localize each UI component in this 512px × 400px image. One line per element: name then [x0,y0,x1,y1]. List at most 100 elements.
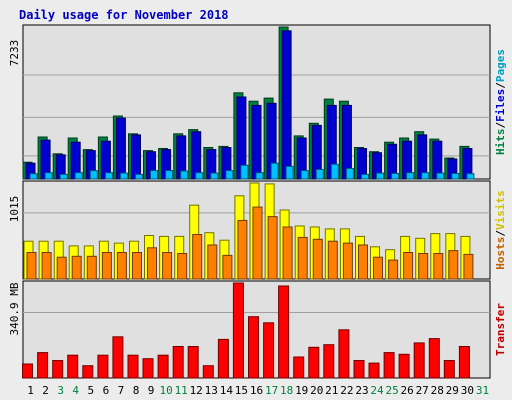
bar-transfer-day-21 [323,344,335,379]
day-label-22: 22 [340,384,353,397]
bar-pages-day-12 [195,172,204,180]
day-label-6: 6 [103,384,110,397]
bar-pages-day-26 [406,172,415,180]
bar-transfer-day-3 [52,360,64,379]
bar-files-day-22 [341,104,352,180]
bar-pages-day-19 [300,170,309,180]
bar-pages-day-10 [165,170,174,180]
bar-files-day-12 [191,131,202,180]
bar-hosts-day-25 [388,259,399,280]
bar-files-day-8 [131,134,141,180]
bar-transfer-day-8 [127,354,139,379]
bar-transfer-day-22 [338,329,350,379]
bar-transfer-day-23 [353,360,365,379]
bar-pages-day-18 [285,165,294,180]
scale-label: 7233 [8,40,21,67]
bar-hosts-day-8 [132,252,142,280]
panel-transfer: 340.9 MB Transfer [8,280,507,379]
bar-pages-day-20 [315,169,324,180]
bar-pages-day-8 [135,173,143,180]
day-label-4: 4 [72,384,79,397]
bar-hosts-day-27 [418,253,429,280]
bar-pages-day-30 [466,173,475,180]
day-label-26: 26 [400,384,413,397]
series-legend: Transfer [494,303,507,356]
day-label-18: 18 [280,384,293,397]
bar-hosts-day-11 [177,253,188,280]
bar-pages-day-7 [119,172,128,180]
bar-pages-day-23 [361,173,369,180]
legend-text: / [494,122,507,129]
bar-hosts-day-1 [26,252,37,280]
bar-hosts-day-29 [448,250,459,280]
day-label-11: 11 [175,384,188,397]
bar-hosts-day-26 [403,252,414,280]
bar-pages-day-22 [345,168,354,180]
bar-hosts-day-24 [373,256,383,280]
legend-text: Visits [494,190,507,230]
bar-hosts-day-12 [192,234,203,280]
bar-transfer-day-29 [443,360,455,379]
bar-hosts-day-18 [282,226,293,280]
legend-text: Hosts [494,237,507,270]
bar-pages-day-25 [391,173,400,180]
bar-pages-day-27 [421,172,430,180]
day-label-28: 28 [431,384,444,397]
bar-pages-day-11 [180,170,189,180]
bar-pages-day-21 [330,163,339,180]
chart-panels: 7233Hits/Files/Pages1015Hosts/Visits340.… [8,24,507,379]
day-label-5: 5 [87,384,94,397]
bar-pages-day-9 [150,170,158,180]
bar-pages-day-3 [59,173,68,180]
bar-hosts-day-21 [327,240,338,280]
panel-visits-hosts: 1015 Hosts/Visits [8,180,507,280]
bar-hosts-day-19 [297,236,308,280]
bar-transfer-day-7 [112,336,124,379]
bar-transfer-day-27 [413,342,425,379]
chart-title: Daily usage for November 2018 [19,8,229,22]
bar-transfer-day-1 [22,363,33,379]
bar-transfer-day-5 [82,365,94,379]
legend-text: / [494,230,507,237]
bar-hosts-day-23 [358,244,368,280]
bar-transfer-day-16 [248,316,259,379]
series-legend: Hosts/Visits [494,190,507,270]
day-label-8: 8 [133,384,140,397]
bar-pages-day-28 [436,172,445,180]
day-label-31: 31 [476,384,489,397]
bar-transfer-day-12 [187,346,199,379]
day-axis: 1 2 3 4 5 6 7 8 9 10 11 12 13 14 15 16 17 18 19 20 21 22 23 24 2… [27,384,489,397]
bar-hosts-day-5 [86,255,97,280]
bar-hosts-day-9 [147,247,157,280]
bar-pages-day-29 [451,173,460,180]
bar-hosts-day-22 [342,242,353,280]
bar-transfer-day-17 [263,322,275,379]
bar-pages-day-16 [255,172,264,180]
bar-pages-day-2 [44,172,53,180]
bar-transfer-day-26 [398,353,410,379]
bar-pages-day-14 [225,170,234,180]
bar-pages-day-24 [376,172,384,180]
bar-files-day-7 [115,117,126,180]
bar-transfer-day-18 [278,285,290,379]
day-label-20: 20 [310,384,323,397]
day-label-17: 17 [265,384,278,397]
bar-hosts-day-28 [433,253,444,280]
day-label-3: 3 [57,384,64,397]
bar-transfer-day-24 [368,362,380,379]
bar-pages-day-5 [89,170,98,180]
bar-pages-day-17 [270,162,279,180]
day-label-15: 15 [235,384,248,397]
day-label-12: 12 [190,384,203,397]
day-label-16: 16 [250,384,263,397]
bar-hosts-day-13 [207,244,218,280]
bar-hosts-day-20 [312,238,323,280]
bar-transfer-day-4 [67,354,79,379]
bar-transfer-day-9 [142,358,154,379]
legend-text: Transfer [494,303,507,356]
day-label-9: 9 [148,384,155,397]
bar-transfer-day-25 [383,352,395,379]
scale-label: 340.9 MB [8,282,21,335]
bar-hosts-day-14 [222,254,233,280]
